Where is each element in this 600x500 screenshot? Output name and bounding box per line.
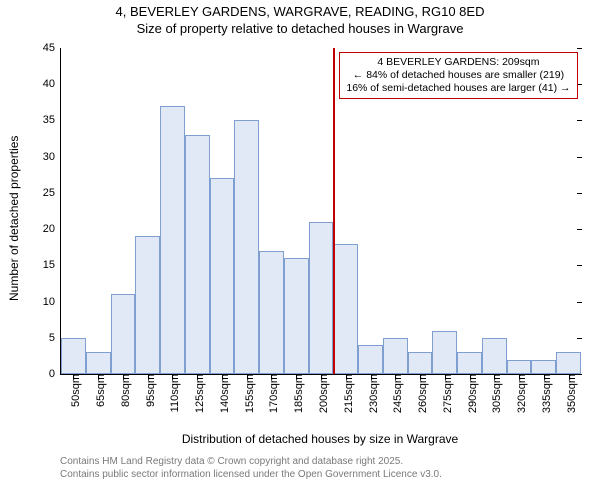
x-tick-mark xyxy=(172,374,173,379)
x-tick-mark xyxy=(569,374,570,379)
histogram-bar xyxy=(358,345,383,374)
x-tick-mark xyxy=(470,374,471,379)
y-tick-label: 35 xyxy=(43,114,61,126)
title-block: 4, BEVERLEY GARDENS, WARGRAVE, READING, … xyxy=(0,0,600,38)
histogram-bar xyxy=(309,222,334,374)
y-tick-label: 5 xyxy=(49,332,61,344)
y-tick-mark xyxy=(577,302,582,303)
histogram-bar xyxy=(333,244,358,374)
x-tick-mark xyxy=(445,374,446,379)
y-tick-mark xyxy=(577,48,582,49)
plot-area: 05101520253035404550sqm65sqm80sqm95sqm11… xyxy=(60,48,581,375)
x-tick-label: 335sqm xyxy=(535,374,553,413)
x-tick-mark xyxy=(148,374,149,379)
histogram-bar xyxy=(135,236,160,374)
y-tick-label: 15 xyxy=(43,259,61,271)
x-tick-label: 230sqm xyxy=(362,374,380,413)
x-tick-mark xyxy=(197,374,198,379)
x-tick-mark xyxy=(395,374,396,379)
x-tick-label: 290sqm xyxy=(461,374,479,413)
x-tick-mark xyxy=(98,374,99,379)
x-tick-label: 125sqm xyxy=(188,374,206,413)
title-line-2: Size of property relative to detached ho… xyxy=(0,21,600,38)
y-tick-mark xyxy=(577,193,582,194)
annotation-line-3: 16% of semi-detached houses are larger (… xyxy=(346,82,570,95)
x-tick-mark xyxy=(544,374,545,379)
y-tick-mark xyxy=(577,157,582,158)
histogram-bar xyxy=(507,360,532,374)
x-tick-label: 275sqm xyxy=(436,374,454,413)
x-tick-label: 260sqm xyxy=(411,374,429,413)
y-tick-mark xyxy=(577,338,582,339)
x-tick-label: 185sqm xyxy=(287,374,305,413)
annotation-line-2: ← 84% of detached houses are smaller (21… xyxy=(346,69,570,82)
histogram-bar xyxy=(457,352,482,374)
x-tick-label: 215sqm xyxy=(337,374,355,413)
x-tick-mark xyxy=(271,374,272,379)
histogram-bar xyxy=(210,178,235,374)
x-tick-mark xyxy=(494,374,495,379)
histogram-bar xyxy=(531,360,556,374)
histogram-bar xyxy=(482,338,507,374)
x-tick-mark xyxy=(73,374,74,379)
x-tick-mark xyxy=(519,374,520,379)
footer-line-2: Contains public sector information licen… xyxy=(60,469,442,482)
chart-container: 4, BEVERLEY GARDENS, WARGRAVE, READING, … xyxy=(0,0,600,500)
x-tick-mark xyxy=(371,374,372,379)
title-line-1: 4, BEVERLEY GARDENS, WARGRAVE, READING, … xyxy=(0,4,600,21)
histogram-bar xyxy=(111,294,136,374)
x-tick-label: 140sqm xyxy=(213,374,231,413)
footer-line-1: Contains HM Land Registry data © Crown c… xyxy=(60,456,442,469)
y-axis-label: Number of detached properties xyxy=(7,136,21,301)
x-tick-mark xyxy=(321,374,322,379)
x-tick-label: 155sqm xyxy=(238,374,256,413)
x-tick-label: 170sqm xyxy=(262,374,280,413)
x-tick-label: 110sqm xyxy=(163,374,181,412)
y-tick-label: 45 xyxy=(43,42,61,54)
x-tick-label: 320sqm xyxy=(510,374,528,413)
histogram-bar xyxy=(383,338,408,374)
annotation-box: 4 BEVERLEY GARDENS: 209sqm← 84% of detac… xyxy=(339,52,577,99)
histogram-bar xyxy=(408,352,433,374)
y-tick-label: 10 xyxy=(43,296,61,308)
histogram-bar xyxy=(185,135,210,374)
y-tick-label: 30 xyxy=(43,151,61,163)
x-tick-label: 350sqm xyxy=(560,374,578,413)
x-tick-label: 305sqm xyxy=(485,374,503,413)
histogram-bar xyxy=(284,258,309,374)
y-tick-mark xyxy=(577,265,582,266)
x-tick-mark xyxy=(420,374,421,379)
x-tick-mark xyxy=(123,374,124,379)
x-tick-mark xyxy=(296,374,297,379)
y-tick-label: 20 xyxy=(43,223,61,235)
x-tick-label: 200sqm xyxy=(312,374,330,413)
x-tick-label: 245sqm xyxy=(386,374,404,413)
x-tick-mark xyxy=(346,374,347,379)
x-axis-label: Distribution of detached houses by size … xyxy=(60,432,580,446)
footer-attribution: Contains HM Land Registry data © Crown c… xyxy=(60,456,442,481)
annotation-line-1: 4 BEVERLEY GARDENS: 209sqm xyxy=(346,56,570,69)
histogram-bar xyxy=(432,331,457,374)
histogram-bar xyxy=(160,106,185,374)
property-marker-line xyxy=(333,48,335,374)
y-tick-mark xyxy=(577,84,582,85)
histogram-bar xyxy=(556,352,581,374)
x-tick-mark xyxy=(247,374,248,379)
histogram-bar xyxy=(61,338,86,374)
y-tick-label: 40 xyxy=(43,78,61,90)
y-tick-mark xyxy=(577,120,582,121)
y-tick-label: 0 xyxy=(49,368,61,380)
x-tick-mark xyxy=(222,374,223,379)
y-tick-label: 25 xyxy=(43,187,61,199)
histogram-bar xyxy=(259,251,284,374)
histogram-bar xyxy=(234,120,259,374)
y-tick-mark xyxy=(577,229,582,230)
histogram-bar xyxy=(86,352,111,374)
